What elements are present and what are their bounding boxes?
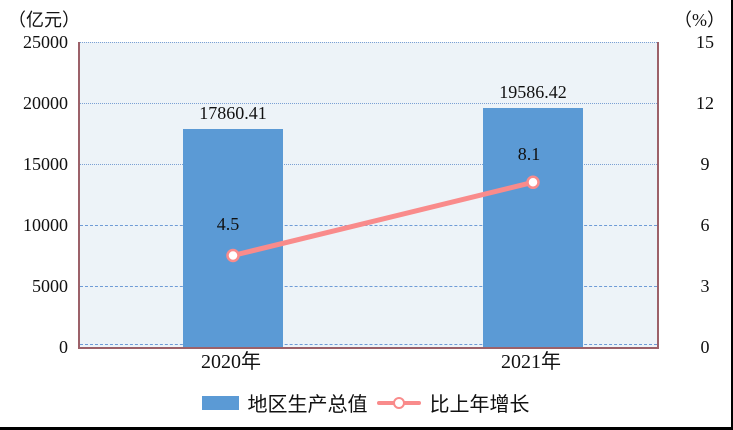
left-axis-tick: 0 xyxy=(59,337,68,357)
right-axis-tick: 0 xyxy=(700,337,710,357)
gridline xyxy=(80,42,657,43)
right-axis-title: （%） xyxy=(674,10,725,30)
gridline xyxy=(80,344,657,345)
right-axis-tick: 3 xyxy=(700,276,710,296)
left-axis-tick: 25000 xyxy=(23,32,68,52)
bar-value-label-2020: 17860.41 xyxy=(199,103,267,123)
growth-marker-2020 xyxy=(226,248,240,263)
gridline xyxy=(80,225,657,226)
line-value-label-2021: 8.1 xyxy=(517,144,541,164)
right-axis-tick: 9 xyxy=(700,154,710,174)
left-axis-tick: 15000 xyxy=(23,154,68,174)
right-axis-tick: 6 xyxy=(700,215,710,235)
right-axis-tick: 12 xyxy=(696,93,714,113)
bar-2020-gdp xyxy=(183,129,283,347)
category-label-2021: 2021年 xyxy=(501,351,561,373)
legend-bar-swatch-icon xyxy=(201,395,239,410)
bar-2021-gdp xyxy=(483,108,583,347)
gridline xyxy=(80,103,657,104)
growth-line xyxy=(230,179,536,258)
legend-line-swatch-icon xyxy=(376,396,421,409)
category-label-2020: 2020年 xyxy=(201,351,261,373)
plot-area: 17860.41 19586.42 4.5 8.1 xyxy=(78,42,659,349)
gridline xyxy=(80,286,657,287)
gridline xyxy=(80,164,657,165)
growth-line-series xyxy=(226,175,540,263)
left-axis-title: （亿元） xyxy=(8,10,80,30)
left-axis-tick: 5000 xyxy=(32,276,68,296)
legend-label-growth: 比上年增长 xyxy=(429,394,530,416)
bar-value-label-2021: 19586.42 xyxy=(499,82,567,102)
legend: 地区生产总值 比上年增长 xyxy=(0,388,731,417)
legend-label-gdp: 地区生产总值 xyxy=(247,394,368,416)
left-axis-tick: 20000 xyxy=(23,93,68,113)
left-axis-tick: 10000 xyxy=(23,215,68,235)
growth-marker-2021 xyxy=(526,175,540,190)
right-axis-tick: 15 xyxy=(696,32,714,52)
line-value-label-2020: 4.5 xyxy=(216,214,240,234)
